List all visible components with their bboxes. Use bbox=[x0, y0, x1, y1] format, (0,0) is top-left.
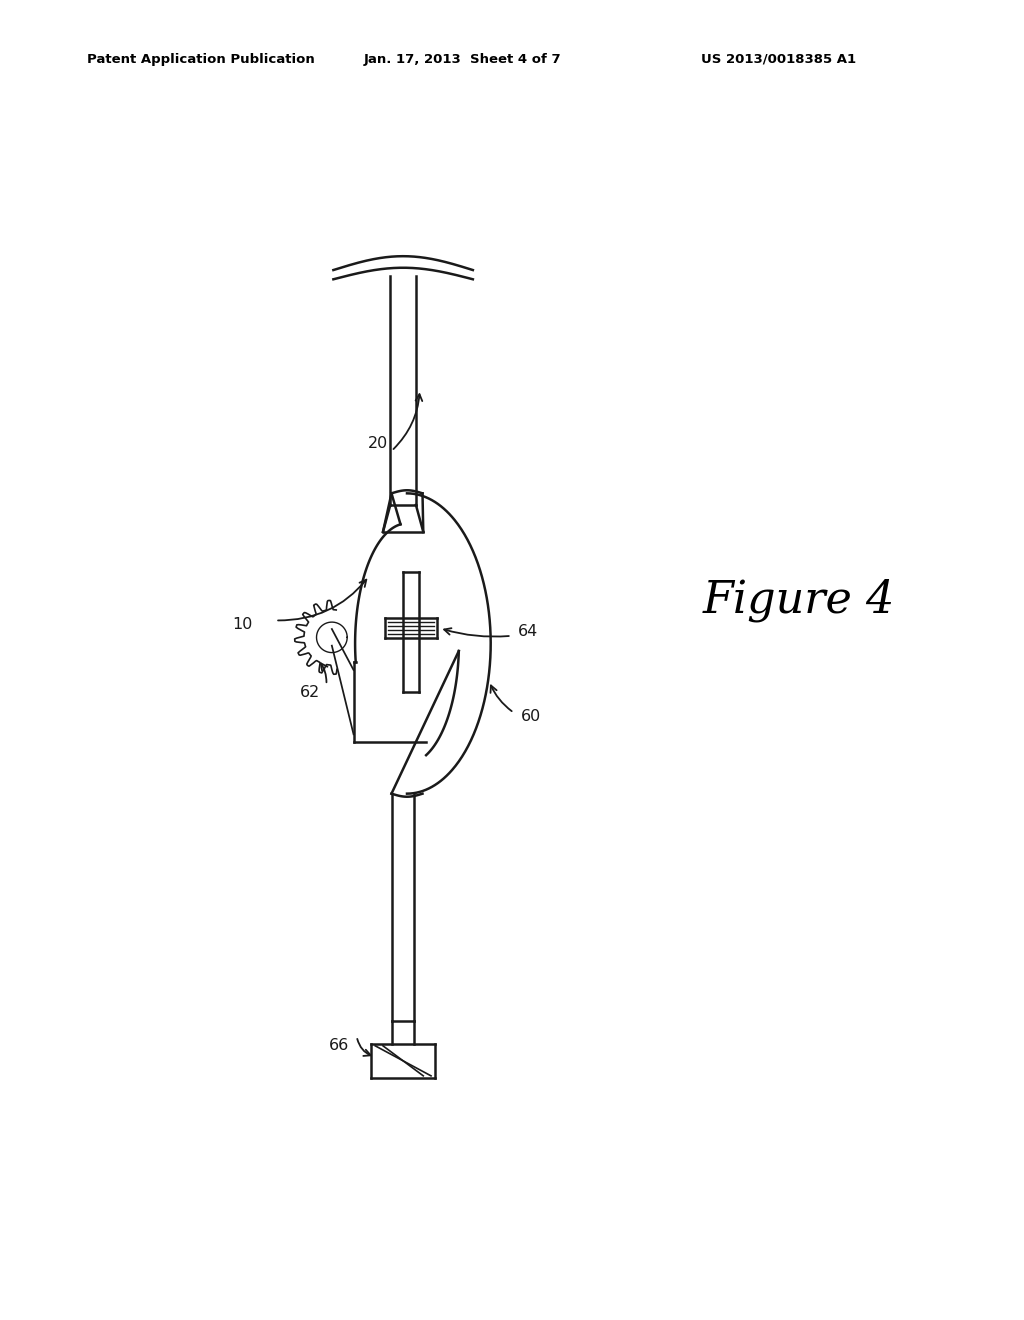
Text: Patent Application Publication: Patent Application Publication bbox=[87, 53, 314, 66]
Text: 20: 20 bbox=[369, 436, 388, 451]
Text: 62: 62 bbox=[300, 685, 321, 701]
Text: US 2013/0018385 A1: US 2013/0018385 A1 bbox=[701, 53, 856, 66]
Text: Jan. 17, 2013  Sheet 4 of 7: Jan. 17, 2013 Sheet 4 of 7 bbox=[364, 53, 561, 66]
Text: Figure 4: Figure 4 bbox=[702, 579, 895, 622]
Text: 60: 60 bbox=[521, 709, 541, 725]
Text: 66: 66 bbox=[329, 1038, 349, 1053]
Text: 10: 10 bbox=[232, 616, 253, 632]
Text: 64: 64 bbox=[518, 624, 538, 639]
